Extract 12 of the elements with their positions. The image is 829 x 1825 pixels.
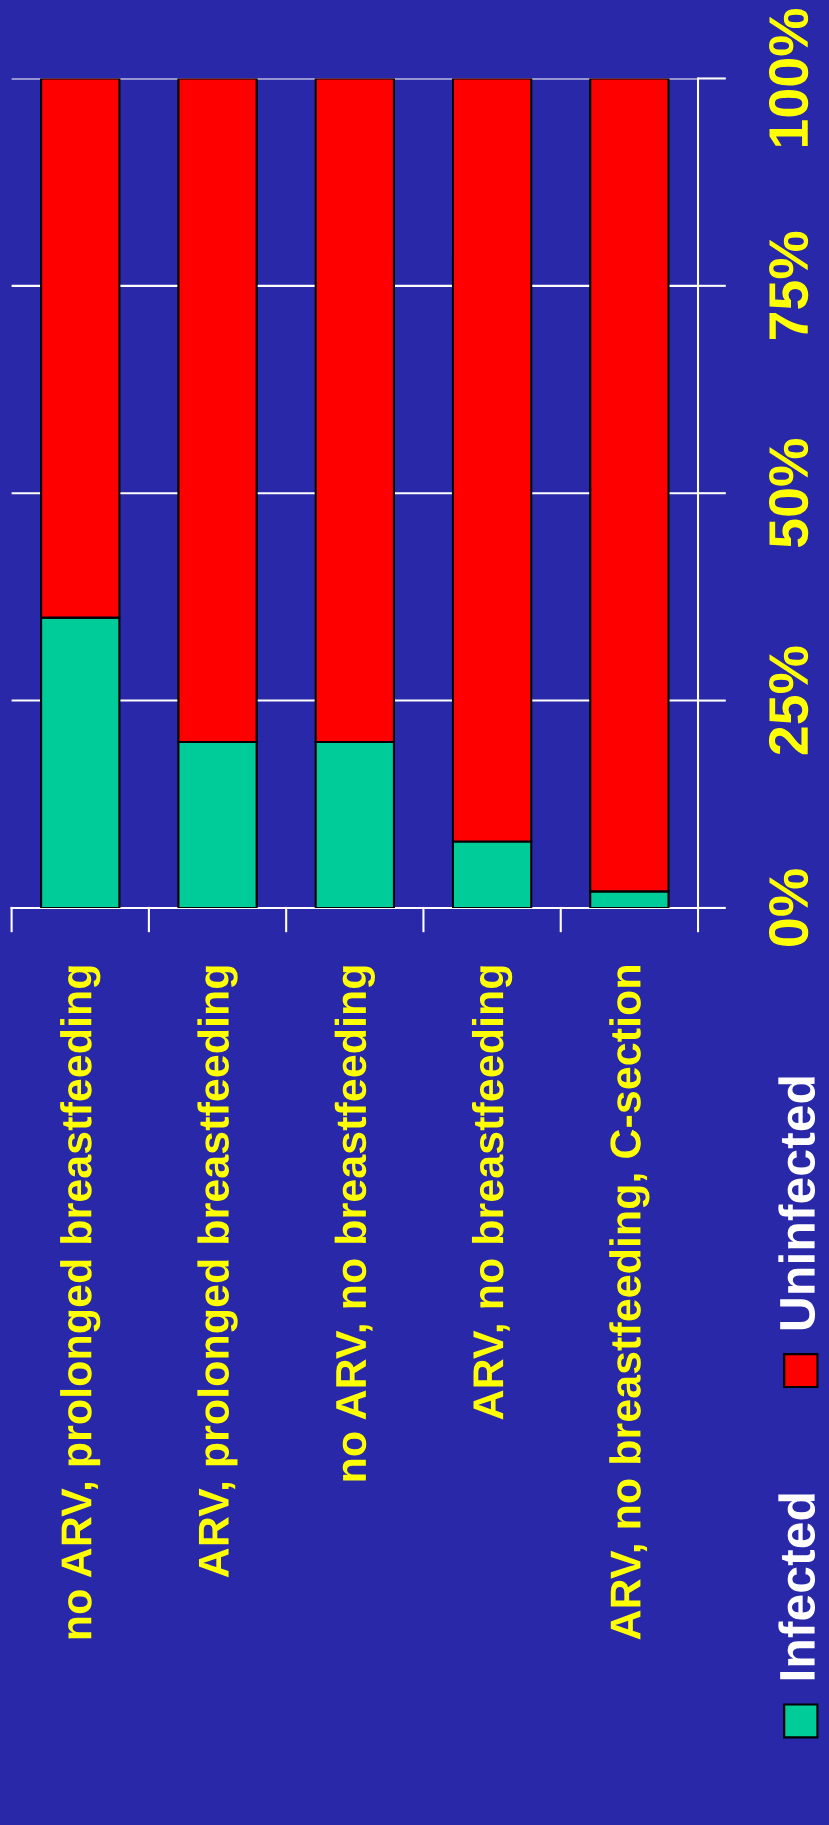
x-tick-label: no ARV, no breastfeeding — [334, 966, 375, 1481]
y-tick-label: 0% — [768, 869, 809, 946]
text: Uninfected — [778, 1077, 816, 1330]
y-tick-label: 50% — [768, 439, 809, 548]
x-tick-label: no ARV, prolonged breastfeeding — [60, 966, 101, 1639]
y-tick-label: 25% — [768, 646, 809, 755]
y-tick-label: 75% — [769, 231, 809, 340]
x-tick-label: ARV, prolonged breastfeeding — [197, 966, 238, 1578]
y-tick-label: 100% — [768, 8, 809, 147]
text: Infected — [778, 1494, 816, 1680]
x-tick-label: ARV, no breastfeeding, C-section — [609, 966, 650, 1640]
x-tick-label: ARV, no breastfeeding — [471, 966, 513, 1420]
